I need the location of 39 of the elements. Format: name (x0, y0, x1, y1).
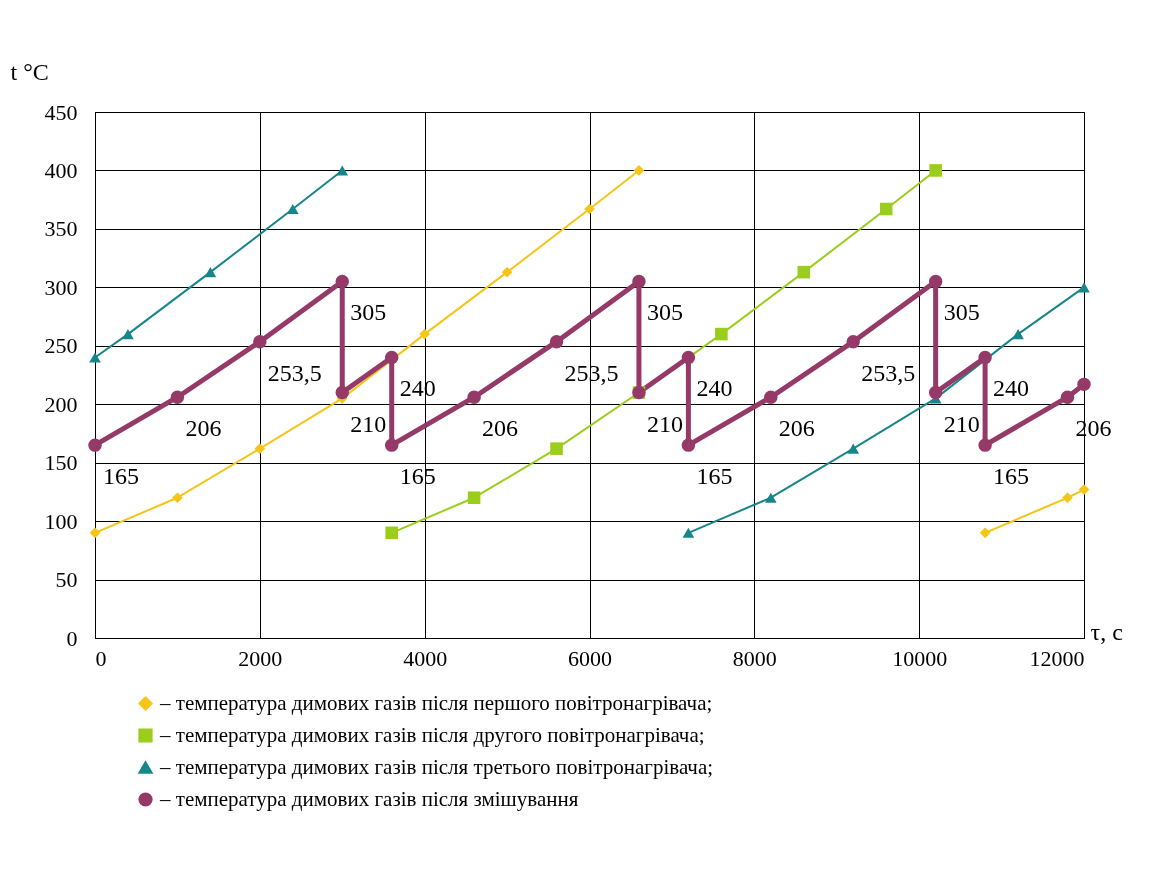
annotation: 305 (646, 299, 683, 326)
legend-label: – температура димових газів після першого повітронагрівача; (159, 690, 713, 715)
y-tick-label: 100 (44, 508, 78, 534)
y-tick-label: 150 (44, 450, 78, 476)
legend-label: – температура димових газів після змішування (159, 786, 579, 811)
y-tick-label: 300 (44, 274, 78, 300)
y-tick-label: 450 (44, 99, 78, 125)
annotation: 165 (993, 463, 1030, 490)
x-tick-label: 6000 (568, 645, 612, 671)
y-axis-title: t °C (10, 58, 49, 85)
y-tick-label: 250 (44, 333, 78, 359)
y-tick-label: 200 (44, 391, 78, 417)
annotation: 210 (943, 410, 980, 437)
x-tick-label: 0 (95, 645, 107, 671)
y-tick-label: 0 (66, 625, 78, 651)
x-tick-label: 4000 (403, 645, 448, 671)
y-tick-label: 50 (55, 567, 78, 593)
annotation: 206 (185, 415, 222, 442)
x-tick-label: 10000 (892, 645, 948, 671)
annotation: 305 (350, 299, 387, 326)
annotation: 206 (778, 415, 815, 442)
annotation: 253,5 (861, 359, 916, 386)
annotation: 210 (646, 410, 683, 437)
legend-label: – температура димових газів після другого повітронагрівача; (159, 722, 705, 747)
annotation: 240 (993, 375, 1030, 402)
x-tick-label: 12000 (1029, 645, 1085, 671)
y-tick-label: 350 (44, 216, 78, 242)
x-axis-title: τ, с (1090, 618, 1123, 645)
annotation: 165 (696, 463, 733, 490)
x-tick-label: 2000 (238, 645, 283, 671)
annotation: 305 (943, 299, 980, 326)
annotation: 206 (482, 415, 519, 442)
y-tick-label: 400 (44, 157, 78, 183)
annotation: 165 (103, 463, 139, 490)
annotation: 210 (350, 410, 387, 437)
x-tick-label: 8000 (732, 645, 777, 671)
legend-label: – температура димових газів після третього повітронагрівача; (159, 754, 714, 779)
annotation: 240 (696, 375, 733, 402)
annotation: 253,5 (267, 359, 322, 386)
